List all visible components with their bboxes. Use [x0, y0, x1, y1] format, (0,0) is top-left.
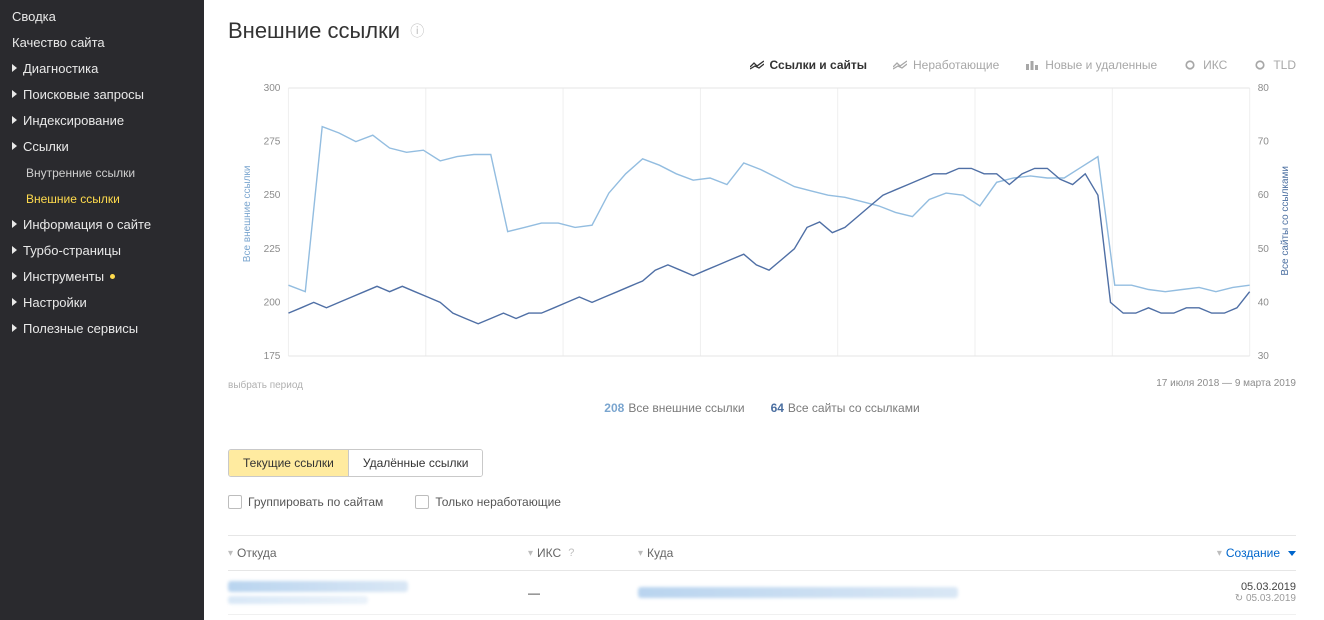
filter-checkbox[interactable]: Только неработающие: [415, 495, 561, 509]
sidebar-item[interactable]: Качество сайта: [0, 30, 204, 56]
svg-text:30: 30: [1258, 351, 1270, 362]
svg-text:Все сайты со ссылками: Все сайты со ссылками: [1280, 166, 1291, 276]
filter-checkboxes: Группировать по сайтам Только неработающи…: [228, 495, 1296, 509]
main-content: Внешние ссылки ⓘ Ссылки и сайты Неработаю…: [204, 0, 1324, 620]
svg-text:300: 300: [264, 83, 281, 94]
filter-icon[interactable]: ▾: [1217, 548, 1222, 559]
svg-text:80: 80: [1258, 83, 1270, 94]
table-row[interactable]: — 05.03.201905.03.2019: [228, 571, 1296, 615]
chart-tab[interactable]: Новые и удаленные: [1025, 58, 1157, 72]
sidebar-item[interactable]: Настройки: [0, 290, 204, 316]
svg-text:40: 40: [1258, 297, 1270, 308]
filter-checkbox[interactable]: Группировать по сайтам: [228, 495, 383, 509]
table-column-header[interactable]: ▾Куда: [638, 546, 1176, 560]
svg-text:70: 70: [1258, 137, 1270, 148]
svg-text:50: 50: [1258, 244, 1270, 255]
links-table-body: — 05.03.201905.03.2019: [228, 571, 1296, 615]
cell-sqi: —: [528, 586, 638, 600]
link-state-toggle: Текущие ссылкиУдалённые ссылки: [228, 449, 483, 477]
sidebar-subitem[interactable]: Внутренние ссылки: [0, 160, 204, 186]
chart-series: [288, 127, 1249, 292]
sidebar: СводкаКачество сайтаДиагностикаПоисковые…: [0, 0, 204, 620]
chart-tab[interactable]: ИКС: [1183, 58, 1227, 72]
sidebar-item[interactable]: Турбо-страницы: [0, 238, 204, 264]
sidebar-item[interactable]: Сводка: [0, 4, 204, 30]
page-title-text: Внешние ссылки: [228, 18, 400, 43]
table-column-header[interactable]: ▾ИКС?: [528, 546, 638, 560]
legend-item[interactable]: 208Все внешние ссылки: [604, 401, 744, 415]
links-table-header: ▾Откуда▾ИКС?▾Куда▾Создание: [228, 536, 1296, 571]
chart-tab[interactable]: Ссылки и сайты: [750, 58, 867, 72]
svg-text:250: 250: [264, 190, 281, 201]
sidebar-item[interactable]: Информация о сайте: [0, 212, 204, 238]
chart-tabs: Ссылки и сайты Неработающие Новые и удален…: [228, 58, 1296, 72]
cell-created: 05.03.201905.03.2019: [1176, 581, 1296, 604]
svg-text:60: 60: [1258, 190, 1270, 201]
filter-icon[interactable]: ▾: [228, 548, 233, 559]
sidebar-item[interactable]: Диагностика: [0, 56, 204, 82]
filter-icon[interactable]: ▾: [528, 548, 533, 559]
chart-series: [288, 168, 1249, 323]
filter-icon[interactable]: ▾: [638, 548, 643, 559]
info-icon[interactable]: ⓘ: [410, 23, 424, 39]
svg-text:Все внешние ссылки: Все внешние ссылки: [242, 166, 253, 263]
sidebar-item[interactable]: Инструменты: [0, 264, 204, 290]
legend-item[interactable]: 64Все сайты со ссылками: [771, 401, 920, 415]
table-column-header[interactable]: ▾Откуда: [228, 546, 528, 560]
sidebar-item[interactable]: Индексирование: [0, 108, 204, 134]
chart-footer: выбрать период 17 июля 2018 — 9 марта 20…: [228, 378, 1296, 391]
help-icon[interactable]: ?: [568, 547, 574, 559]
sidebar-item[interactable]: Поисковые запросы: [0, 82, 204, 108]
cell-to: [638, 587, 1176, 598]
sidebar-item[interactable]: Ссылки: [0, 134, 204, 160]
svg-text:200: 200: [264, 297, 281, 308]
svg-text:175: 175: [264, 351, 281, 362]
chart-legend: 208Все внешние ссылки 64Все сайты со ссыл…: [228, 401, 1296, 415]
sidebar-subitem[interactable]: Внешние ссылки: [0, 186, 204, 212]
svg-text:225: 225: [264, 244, 281, 255]
period-range: 17 июля 2018 — 9 марта 2019: [1156, 378, 1296, 391]
segment-button[interactable]: Удалённые ссылки: [348, 450, 483, 476]
chart-tab[interactable]: Неработающие: [893, 58, 999, 72]
table-column-header[interactable]: ▾Создание: [1176, 546, 1296, 560]
chart-tab[interactable]: TLD: [1253, 58, 1296, 72]
chart: 175 200 225 250 275 300 30 40 50 60 70 80 Все внешни…: [228, 76, 1296, 376]
links-table: ▾Откуда▾ИКС?▾Куда▾Создание — 05.03.201905…: [228, 535, 1296, 615]
cell-from: [228, 581, 528, 604]
period-hint[interactable]: выбрать период: [228, 380, 303, 391]
chart-svg: 175 200 225 250 275 300 30 40 50 60 70 80 Все внешни…: [228, 76, 1296, 376]
sidebar-item[interactable]: Полезные сервисы: [0, 316, 204, 342]
page-title: Внешние ссылки ⓘ: [228, 18, 1296, 44]
svg-text:275: 275: [264, 137, 281, 148]
segment-button[interactable]: Текущие ссылки: [229, 450, 348, 476]
